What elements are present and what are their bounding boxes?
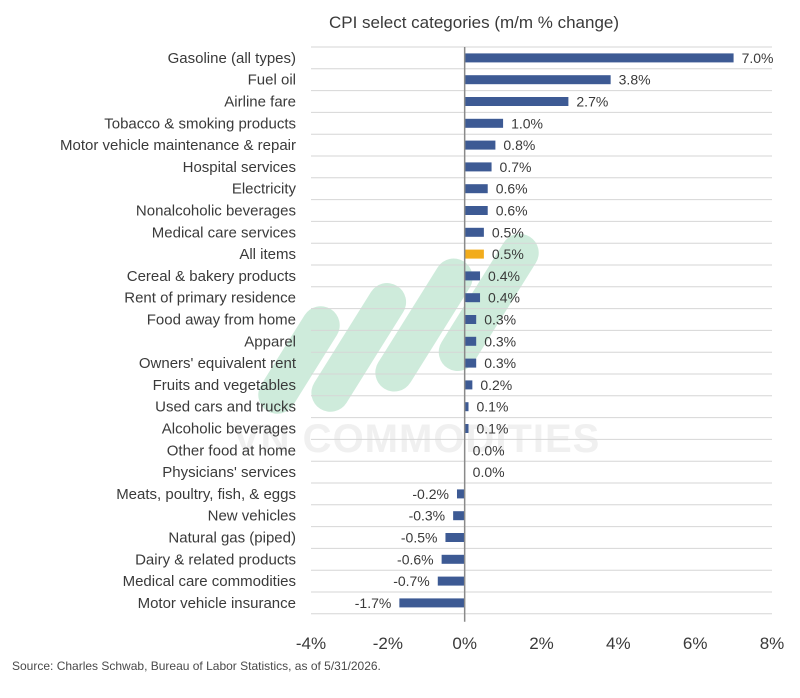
chart-title: CPI select categories (m/m % change) bbox=[329, 13, 619, 32]
value-label: -0.5% bbox=[401, 530, 438, 546]
bar bbox=[441, 554, 465, 564]
x-tick-label: 0% bbox=[452, 634, 477, 653]
x-axis-ticks: -4% -2% 0% 2% 4% 6% 8% bbox=[296, 634, 784, 653]
x-tick-label: 6% bbox=[683, 634, 708, 653]
x-tick-label: 4% bbox=[606, 634, 631, 653]
value-label: 0.4% bbox=[488, 268, 520, 284]
watermark-logo-icon bbox=[258, 233, 539, 414]
bar bbox=[464, 424, 469, 433]
value-label: 0.7% bbox=[500, 159, 532, 175]
value-label: 0.3% bbox=[484, 333, 516, 349]
source-note: Source: Charles Schwab, Bureau of Labor … bbox=[12, 659, 381, 673]
category-label: Rent of primary residence bbox=[124, 290, 296, 307]
bar bbox=[464, 402, 469, 412]
category-label: Food away from home bbox=[147, 312, 296, 329]
value-labels: 7.0% 3.8% 2.7% 1.0% 0.8% 0.7% 0.6% 0.6% 0.5% 0.5%… bbox=[355, 50, 774, 611]
bar bbox=[445, 533, 465, 542]
x-tick-label: -4% bbox=[296, 634, 326, 653]
category-label: Physicians' services bbox=[162, 464, 296, 481]
value-label: 0.3% bbox=[484, 312, 516, 328]
category-label: Airline fare bbox=[224, 94, 296, 111]
category-label: Dairy & related products bbox=[135, 551, 296, 568]
bar bbox=[464, 140, 496, 150]
bar bbox=[464, 380, 473, 390]
category-label: Natural gas (piped) bbox=[168, 530, 296, 547]
category-label: Tobacco & smoking products bbox=[104, 115, 296, 132]
category-label: Alcoholic beverages bbox=[162, 421, 296, 438]
value-label: 0.5% bbox=[492, 224, 524, 240]
bar bbox=[464, 162, 492, 172]
x-tick-label: 8% bbox=[760, 634, 785, 653]
category-label: Hospital services bbox=[183, 159, 296, 176]
category-label: Fuel oil bbox=[248, 72, 296, 89]
category-label: New vehicles bbox=[208, 508, 296, 525]
value-label: 0.0% bbox=[473, 442, 505, 458]
value-label: 0.1% bbox=[477, 421, 509, 437]
bar bbox=[456, 489, 465, 499]
bar bbox=[453, 511, 465, 521]
value-label: 1.0% bbox=[511, 115, 543, 131]
category-label: Fruits and vegetables bbox=[153, 377, 296, 394]
bar bbox=[464, 206, 488, 215]
value-label: 0.6% bbox=[496, 203, 528, 219]
category-label: Cereal & bakery products bbox=[127, 268, 296, 285]
bar bbox=[464, 118, 504, 128]
value-label: 7.0% bbox=[742, 50, 774, 66]
category-label: Other food at home bbox=[167, 442, 296, 459]
value-label: 0.2% bbox=[480, 377, 512, 393]
category-label: All items bbox=[239, 246, 296, 263]
x-tick-label: -2% bbox=[373, 634, 403, 653]
value-label: 0.3% bbox=[484, 355, 516, 371]
category-label: Medical care services bbox=[152, 224, 296, 241]
category-label: Apparel bbox=[244, 333, 296, 350]
bar bbox=[464, 293, 481, 303]
value-label: -0.3% bbox=[409, 508, 446, 524]
bar bbox=[399, 598, 465, 608]
value-label: 2.7% bbox=[576, 94, 608, 110]
bar bbox=[464, 53, 734, 63]
category-label: Motor vehicle maintenance & repair bbox=[60, 137, 296, 154]
value-label: 0.1% bbox=[477, 399, 509, 415]
category-label: Owners' equivalent rent bbox=[139, 355, 297, 372]
value-label: -0.2% bbox=[412, 486, 449, 502]
bar bbox=[464, 227, 484, 237]
category-labels: Gasoline (all types) Fuel oil Airline fare… bbox=[60, 50, 297, 612]
grid-lines bbox=[311, 46, 772, 615]
category-label: Meats, poultry, fish, & eggs bbox=[116, 486, 296, 503]
bar bbox=[464, 75, 611, 85]
bar bbox=[464, 271, 481, 281]
value-label: 0.5% bbox=[492, 246, 524, 262]
bars bbox=[399, 53, 734, 608]
bar bbox=[464, 315, 477, 324]
value-label: -1.7% bbox=[355, 595, 392, 611]
category-label: Medical care commodities bbox=[123, 573, 296, 590]
bar bbox=[464, 336, 477, 346]
value-label: 0.4% bbox=[488, 290, 520, 306]
value-label: -0.6% bbox=[397, 551, 434, 567]
category-label: Used cars and trucks bbox=[155, 399, 296, 416]
category-label: Gasoline (all types) bbox=[168, 50, 296, 67]
value-label: 3.8% bbox=[619, 72, 651, 88]
bar bbox=[437, 576, 465, 586]
bar bbox=[464, 97, 569, 106]
bar bbox=[464, 358, 477, 368]
value-label: 0.6% bbox=[496, 181, 528, 197]
bar bbox=[464, 184, 488, 194]
bar bbox=[464, 249, 484, 259]
category-label: Electricity bbox=[232, 181, 297, 198]
value-label: 0.0% bbox=[473, 464, 505, 480]
x-tick-label: 2% bbox=[529, 634, 554, 653]
value-label: 0.8% bbox=[503, 137, 535, 153]
category-label: Nonalcoholic beverages bbox=[136, 203, 296, 220]
category-label: Motor vehicle insurance bbox=[138, 595, 296, 612]
value-label: -0.7% bbox=[393, 573, 430, 589]
